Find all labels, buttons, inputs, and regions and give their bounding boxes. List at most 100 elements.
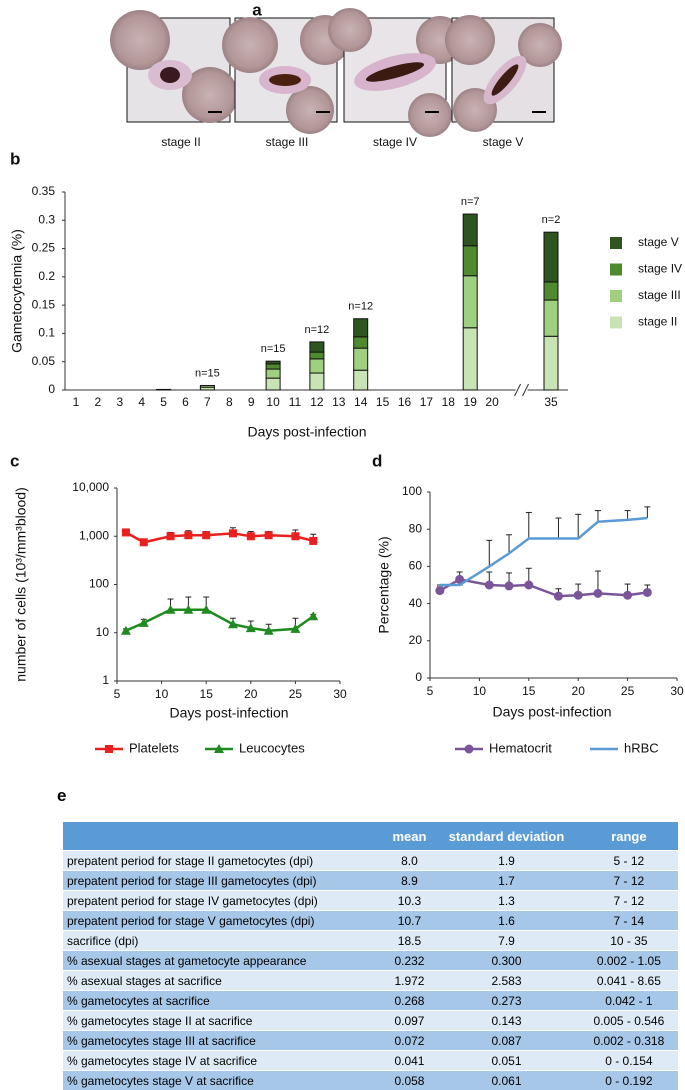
- legend-label: Hematocrit: [489, 740, 552, 755]
- n-label: n=2: [542, 214, 561, 226]
- bar-segment: [156, 388, 172, 391]
- table-row: prepatent period for stage III gametocyt…: [63, 870, 678, 891]
- x-tick-label: 14: [354, 395, 368, 409]
- x-tick-label: 6: [182, 395, 189, 409]
- legend-label: stage II: [638, 315, 677, 329]
- y-tick-label: 0.35: [32, 184, 56, 198]
- bar-segment: [353, 336, 369, 349]
- bar-segment: [309, 358, 325, 374]
- y-tick-label: 0: [415, 670, 422, 684]
- table-cell: prepatent period for stage III gametocyt…: [63, 870, 386, 891]
- x-tick-label: 4: [138, 395, 145, 409]
- x-tick-label: 9: [248, 395, 255, 409]
- bar-segment: [462, 213, 478, 247]
- panel-label: d: [372, 451, 382, 470]
- caption: stage IV: [373, 135, 417, 149]
- marker: [504, 581, 514, 591]
- table: mean standard deviation range prepatent per…: [63, 822, 678, 1090]
- x-tick-label: 19: [464, 395, 478, 409]
- header-cell: mean: [385, 822, 434, 851]
- bar-segment: [265, 368, 281, 379]
- table-row: prepatent period for stage V gametocytes…: [63, 910, 678, 931]
- y-tick-label: 20: [409, 633, 423, 647]
- table-cell: 0.051: [433, 1050, 580, 1071]
- x-tick-label: 15: [376, 395, 390, 409]
- bar-segment: [353, 347, 369, 371]
- table-cell: % gametocytes stage V at sacrifice: [63, 1070, 386, 1090]
- x-tick-label: 20: [244, 687, 258, 701]
- x-axis-title: Days post-infection: [492, 704, 611, 720]
- y-tick-label: 0: [48, 382, 55, 396]
- x-tick-label: 25: [289, 687, 303, 701]
- x-tick-label: 10: [266, 395, 280, 409]
- table-cell: 0.232: [385, 950, 434, 971]
- legend-swatch: [610, 290, 622, 302]
- table-cell: % gametocytes at sacrifice: [63, 990, 386, 1011]
- bar-segment: [543, 231, 559, 283]
- table-cell: 8.9: [385, 870, 434, 891]
- legend-label: hRBC: [624, 740, 659, 755]
- table-cell: 10.7: [385, 910, 434, 931]
- y-tick-label: 10,000: [72, 480, 109, 494]
- bar-segment: [199, 384, 215, 388]
- marker: [464, 744, 474, 754]
- legend-swatch: [610, 237, 622, 249]
- line: [125, 531, 314, 544]
- table-cell: 0.061: [433, 1070, 580, 1090]
- x-tick-label: 35: [544, 395, 558, 409]
- table-cell: 7 - 14: [579, 910, 678, 931]
- x-tick-label: 13: [332, 395, 346, 409]
- x-tick-label: 7: [204, 395, 211, 409]
- n-label: n=12: [305, 324, 330, 336]
- x-tick-label: 30: [333, 687, 347, 701]
- line: [439, 578, 648, 598]
- x-tick-label: 30: [670, 684, 684, 698]
- legend-label: Platelets: [129, 740, 179, 755]
- caption: stage III: [266, 135, 309, 149]
- table-cell: 7 - 12: [579, 890, 678, 911]
- table-cell: 0.041: [385, 1050, 434, 1071]
- marker: [165, 604, 176, 614]
- panel-label: c: [10, 451, 19, 470]
- x-tick-label: 11: [289, 395, 302, 409]
- x-tick-label: 16: [398, 395, 412, 409]
- table-row: % gametocytes stage V at sacrifice 0.058 0…: [63, 1070, 678, 1090]
- y-tick-label: 100: [402, 484, 422, 498]
- panel-label: e: [57, 786, 67, 805]
- axis-break: [514, 383, 521, 397]
- x-tick-label: 5: [160, 395, 167, 409]
- bar-segment: [353, 318, 369, 338]
- legend-label: Leucocytes: [239, 740, 305, 755]
- x-tick-label: 2: [95, 395, 102, 409]
- table-cell: 1.3: [433, 890, 580, 911]
- table-cell: 0 - 0.192: [579, 1070, 678, 1090]
- marker: [455, 574, 465, 584]
- y-tick-label: 40: [409, 596, 423, 610]
- x-tick-label: 20: [572, 684, 586, 698]
- x-tick-label: 10: [473, 684, 487, 698]
- n-label: n=15: [195, 367, 220, 379]
- marker: [553, 591, 563, 601]
- y-tick-label: 60: [409, 559, 423, 573]
- marker: [184, 531, 193, 540]
- marker: [183, 604, 194, 614]
- bar-segment: [462, 275, 478, 329]
- table-cell: % gametocytes stage III at sacrifice: [63, 1030, 386, 1051]
- table-row: prepatent period for stage II gametocyte…: [63, 850, 678, 871]
- table-cell: 0.097: [385, 1010, 434, 1031]
- marker: [291, 532, 300, 541]
- table-row: % gametocytes at sacrifice 0.268 0.273 0.04…: [63, 990, 678, 1011]
- y-axis-title: Gametocytemia (%): [9, 229, 25, 353]
- n-label: n=7: [461, 196, 480, 208]
- table-cell: prepatent period for stage IV gametocyte…: [63, 890, 386, 911]
- table-row: % gametocytes stage IV at sacrifice 0.041…: [63, 1050, 678, 1071]
- x-tick-label: 1: [73, 395, 80, 409]
- table-cell: prepatent period for stage V gametocytes…: [63, 910, 386, 931]
- table-cell: 10.3: [385, 890, 434, 911]
- y-tick-label: 1: [102, 673, 109, 687]
- panel-label: a: [252, 0, 262, 19]
- marker: [138, 617, 149, 627]
- marker: [524, 580, 534, 590]
- marker: [166, 532, 175, 541]
